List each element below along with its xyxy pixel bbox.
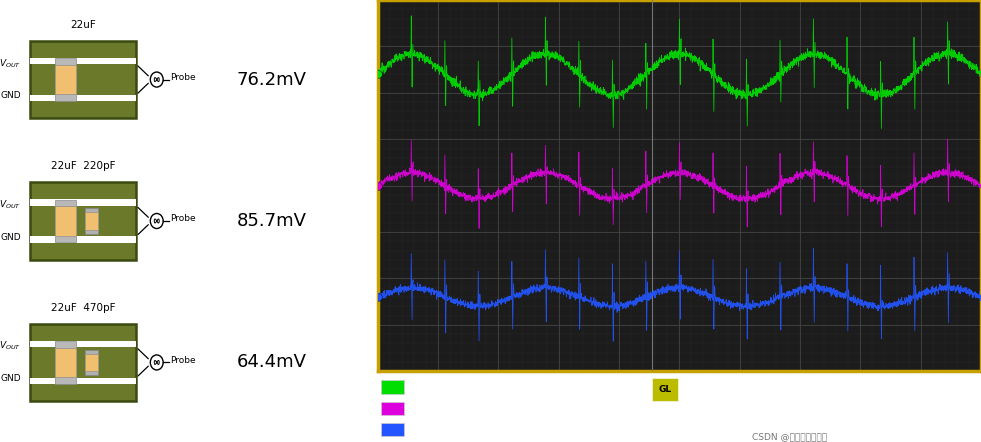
Bar [55, 65, 76, 95]
Bar [55, 341, 76, 347]
Bar [55, 347, 76, 377]
Text: GND: GND [0, 91, 21, 100]
Bar [30, 378, 136, 384]
Bar [30, 41, 136, 118]
Text: $V_{OUT}$: $V_{OUT}$ [0, 340, 21, 352]
Text: 76.2mV: 76.2mV [237, 71, 307, 88]
Bar [55, 236, 76, 242]
Text: GL: GL [658, 385, 671, 394]
Text: Probe: Probe [170, 214, 195, 223]
Text: 22uF  220pF: 22uF 220pF [51, 161, 116, 171]
Bar [30, 95, 136, 101]
Text: Probe: Probe [170, 73, 195, 82]
Text: $V_{OUT}$: $V_{OUT}$ [0, 198, 21, 211]
Text: $V_{OUT}$: $V_{OUT}$ [0, 57, 21, 69]
Bar [55, 200, 76, 206]
Text: 1.0μs/div  10.0GS/s    100ps/pt: 1.0μs/div 10.0GS/s 100ps/pt [740, 380, 918, 389]
Bar [85, 212, 98, 230]
Bar [85, 230, 98, 234]
Text: 85.7mV: 85.7mV [237, 212, 307, 230]
Text: 0 acqs                BL:100k: 0 acqs BL:100k [740, 418, 906, 427]
Bar [381, 381, 403, 394]
Bar [55, 377, 76, 384]
Bar [55, 206, 76, 236]
Bar [85, 371, 98, 375]
Bar [55, 58, 76, 65]
Bar [381, 402, 403, 415]
Bar [381, 423, 403, 436]
Text: 22uF  470pF: 22uF 470pF [51, 303, 116, 313]
Bar [30, 199, 136, 206]
Text: Probe: Probe [170, 356, 195, 365]
Text: 40.0mV  1.0μs: 40.0mV 1.0μs [409, 382, 479, 391]
Bar [652, 378, 678, 401]
Text: CSDN @菜鸟的学习记录: CSDN @菜鸟的学习记录 [751, 432, 827, 441]
Bar [85, 354, 98, 371]
Bar [55, 95, 76, 101]
Text: Run        Sample: Run Sample [740, 399, 838, 408]
Bar [30, 341, 136, 347]
Bar [30, 58, 136, 64]
Bar [30, 324, 136, 401]
Text: A: A [640, 384, 646, 394]
Text: 40.0mV  1.0μs: 40.0mV 1.0μs [409, 425, 479, 434]
Text: 40.0mV  1.0μs: 40.0mV 1.0μs [409, 404, 479, 412]
Bar [30, 183, 136, 259]
Text: 22uF: 22uF [71, 20, 96, 30]
Text: GND: GND [0, 233, 21, 242]
Text: ·2.8mV: ·2.8mV [683, 384, 717, 394]
Text: 64.4mV: 64.4mV [237, 354, 307, 371]
Bar [85, 350, 98, 354]
Bar [85, 208, 98, 212]
Text: GND: GND [0, 374, 21, 383]
Bar [30, 236, 136, 243]
